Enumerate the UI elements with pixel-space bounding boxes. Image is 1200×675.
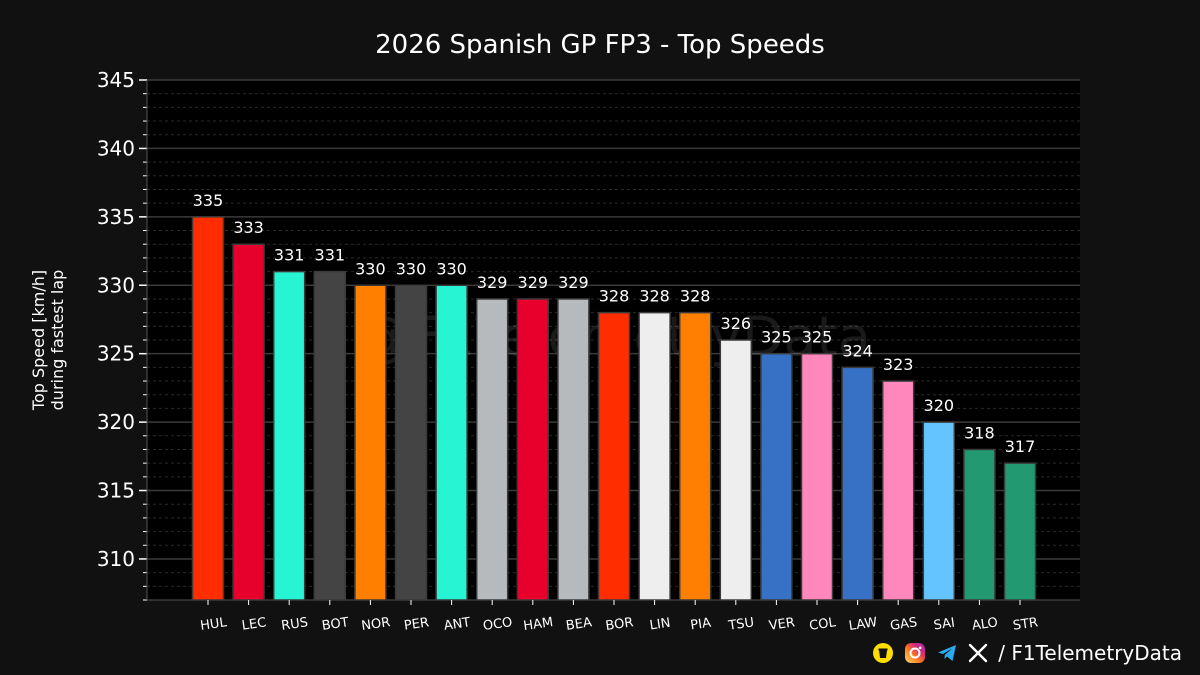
x-tick-label: NOR: [361, 615, 392, 634]
bar: [394, 284, 428, 601]
x-tick-label: TSU: [727, 615, 756, 634]
x-tick-label: COL: [808, 615, 837, 634]
data-label: 331: [315, 246, 346, 265]
x-tick-label: PER: [403, 615, 430, 633]
y-tick-label: 345: [97, 68, 135, 92]
bar: [719, 339, 753, 601]
instagram-icon[interactable]: [904, 642, 926, 664]
bar: [435, 284, 468, 601]
x-tick-label: HUL: [199, 615, 228, 634]
data-label: 325: [802, 328, 833, 347]
x-tick-label: LIN: [649, 616, 672, 634]
x-tick-label: ALO: [971, 615, 999, 633]
x-tick-label: PIA: [689, 616, 712, 634]
data-label: 320: [924, 396, 955, 415]
x-tick-label: VER: [768, 615, 796, 633]
bar: [760, 352, 793, 601]
x-tick-label: OCO: [482, 615, 513, 634]
data-label: 318: [964, 423, 995, 442]
data-label: 333: [233, 218, 264, 237]
y-tick-label: 330: [97, 273, 135, 297]
bar: [638, 311, 671, 601]
x-icon[interactable]: [968, 643, 988, 663]
y-tick-label: 320: [97, 410, 135, 434]
data-label: 326: [721, 314, 752, 333]
footer-handle[interactable]: / F1TelemetryData: [998, 641, 1182, 665]
bar: [313, 270, 347, 601]
data-label: 329: [518, 273, 549, 292]
x-tick-label: BEA: [565, 615, 593, 633]
chart-title: 2026 Spanish GP FP3 - Top Speeds: [375, 30, 825, 60]
bar: [232, 243, 265, 601]
x-tick-label: ANT: [443, 615, 471, 634]
data-label: 335: [193, 191, 224, 210]
data-label: 328: [680, 287, 711, 306]
bar: [597, 311, 631, 601]
data-label: 330: [355, 259, 386, 278]
data-label: 324: [842, 341, 873, 360]
bar: [800, 352, 834, 601]
x-tick-label: RUS: [280, 615, 309, 634]
x-tick-label: GAS: [889, 615, 918, 634]
bar: [516, 298, 550, 601]
data-label: 317: [1005, 437, 1036, 456]
data-label: 330: [396, 259, 427, 278]
bar: [841, 366, 874, 601]
data-label: 331: [274, 246, 305, 265]
data-label: 328: [599, 287, 630, 306]
bar: [475, 298, 509, 601]
y-tick-label: 325: [97, 342, 135, 366]
x-tick-label: LEC: [241, 615, 267, 633]
x-tick-label: BOT: [321, 615, 350, 634]
data-label: 323: [883, 355, 914, 374]
x-tick-label: SAI: [933, 616, 956, 634]
bar: [354, 284, 387, 601]
x-tick-label: STR: [1012, 615, 1039, 633]
bar: [881, 380, 915, 601]
bar: [963, 448, 996, 601]
bar: [272, 270, 306, 601]
telegram-icon[interactable]: [936, 642, 958, 664]
data-label: 329: [558, 273, 589, 292]
y-tick-label: 340: [97, 136, 135, 160]
x-tick-label: BOR: [605, 615, 635, 634]
y-tick-label: 315: [97, 479, 135, 503]
bar: [922, 421, 956, 601]
bar: [557, 298, 590, 601]
y-tick-label: 335: [97, 205, 135, 229]
data-label: 328: [639, 287, 670, 306]
data-label: 329: [477, 273, 508, 292]
footer: / F1TelemetryData: [872, 641, 1182, 665]
y-tick-label: 310: [97, 547, 135, 571]
bar: [1003, 462, 1037, 601]
data-label: 325: [761, 328, 792, 347]
bar: [678, 311, 712, 601]
data-label: 330: [436, 259, 467, 278]
x-tick-label: HAM: [522, 615, 554, 634]
bar: [191, 216, 225, 601]
x-tick-label: LAW: [848, 615, 879, 634]
buymeacoffee-icon[interactable]: [872, 642, 894, 664]
